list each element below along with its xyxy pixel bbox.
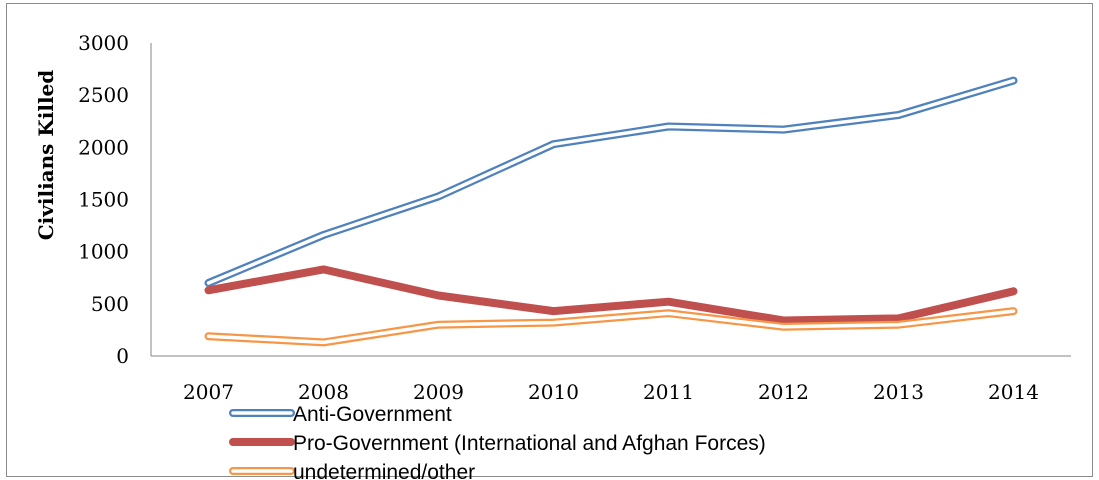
legend: Anti-Government Pro-Government (Internati… xyxy=(229,403,766,480)
series-line-inner xyxy=(206,78,1016,285)
y-tick-label: 2000 xyxy=(78,135,129,159)
y-axis-title: Civilians Killed xyxy=(34,70,58,241)
y-tick-label: 1500 xyxy=(78,188,129,212)
y-tick-label: 500 xyxy=(91,292,129,316)
series-layer xyxy=(204,76,1018,347)
x-tick-label: 2007 xyxy=(183,380,234,404)
x-tick-label: 2009 xyxy=(413,380,464,404)
series-1 xyxy=(204,265,1018,325)
legend-item: undetermined/other xyxy=(229,461,475,480)
series-line xyxy=(204,265,1018,325)
x-tick-label: 2014 xyxy=(988,380,1039,404)
chart-frame xyxy=(6,3,1093,477)
y-tick-label: 3000 xyxy=(78,31,129,55)
legend-item: Anti-Government xyxy=(229,403,452,426)
x-tick-label: 2012 xyxy=(758,380,809,404)
series-2 xyxy=(204,307,1018,347)
legend-label: undetermined/other xyxy=(293,461,475,480)
legend-label: Anti-Government xyxy=(293,403,452,426)
series-line-inner xyxy=(206,309,1016,345)
legend-label: Pro-Government (International and Afghan… xyxy=(293,432,766,455)
chart-axes xyxy=(150,43,1071,357)
x-tick-labels: 2007 2008 2009 2010 2011 2012 2013 2014 xyxy=(183,380,1039,404)
x-tick-label: 2013 xyxy=(873,380,924,404)
series-0 xyxy=(204,76,1018,287)
x-tick-label: 2008 xyxy=(298,380,349,404)
y-tick-label: 0 xyxy=(116,344,129,368)
y-tick-label: 2500 xyxy=(78,83,129,107)
x-tick-label: 2011 xyxy=(643,380,694,404)
x-tick-label: 2010 xyxy=(528,380,579,404)
y-tick-label: 1000 xyxy=(78,240,129,264)
legend-item: Pro-Government (International and Afghan… xyxy=(229,432,766,455)
series-line-outer xyxy=(204,76,1018,287)
y-tick-labels: 0 500 1000 1500 2000 2500 3000 xyxy=(78,31,129,368)
